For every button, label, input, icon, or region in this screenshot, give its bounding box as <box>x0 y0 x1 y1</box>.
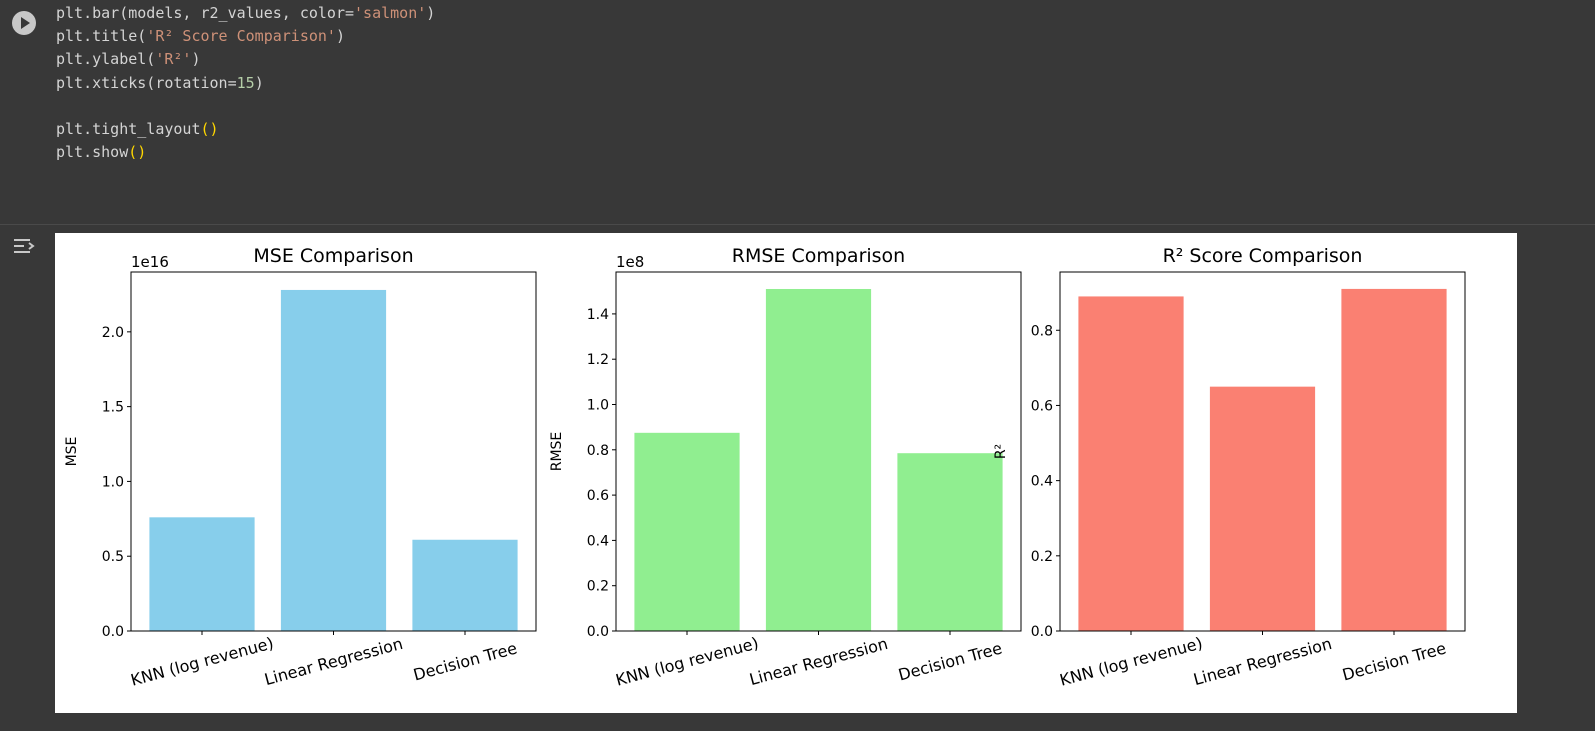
y-tick-label: 0.2 <box>587 579 609 595</box>
y-offset-text: 1e16 <box>131 253 169 271</box>
chart-2: 0.0 0.2 0.4 0.6 0.8 KNN (log revenue)Linear R… <box>993 245 1466 690</box>
y-axis-label: MSE <box>64 437 80 467</box>
code-token: ) <box>191 50 201 69</box>
x-tick-label: Decision Tree <box>1340 639 1448 685</box>
y-tick-label: 1.0 <box>587 398 609 414</box>
chart-title: MSE Comparison <box>253 245 413 267</box>
y-tick-label: 0.5 <box>102 549 124 565</box>
code-line: plt.xticks(rotation=15) <box>56 72 435 95</box>
bar <box>1209 386 1316 631</box>
code-line <box>56 95 435 118</box>
y-tick-label: 1.4 <box>587 307 609 323</box>
code-token: plt.title( <box>56 27 147 46</box>
x-tick-label: KNN (log revenue) <box>129 633 276 689</box>
bar <box>634 432 740 631</box>
x-tick-label: Decision Tree <box>896 639 1004 685</box>
code-token: plt.show <box>56 143 129 162</box>
y-tick-label: 0.6 <box>587 488 609 504</box>
y-tick-label: 0.8 <box>587 443 609 459</box>
x-tick-label: Linear Regression <box>747 634 889 689</box>
code-token: 'salmon' <box>354 4 427 22</box>
y-axis-label: R² <box>993 444 1009 459</box>
x-tick-label: Decision Tree <box>411 639 519 685</box>
bar <box>412 539 518 631</box>
code-token: 'R²' <box>155 50 192 69</box>
y-tick-label: 0.0 <box>1031 624 1053 640</box>
y-tick-label: 2.0 <box>102 325 124 341</box>
code-token: ) <box>426 4 436 22</box>
code-line: plt.show() <box>56 141 435 164</box>
y-tick-label: 1.2 <box>587 352 609 368</box>
code-token: plt.bar(models, r2_values, color= <box>56 4 355 22</box>
x-tick-label: KNN (log revenue) <box>1058 633 1205 689</box>
y-tick-label: 0.4 <box>1031 474 1053 490</box>
code-line: plt.bar(models, r2_values, color='salmon… <box>56 2 435 25</box>
bar <box>1341 288 1447 631</box>
code-token: () <box>128 143 147 162</box>
bar <box>765 288 872 631</box>
bar <box>149 517 255 631</box>
y-offset-text: 1e8 <box>616 253 644 271</box>
code-token: plt.ylabel( <box>56 50 156 69</box>
y-tick-label: 0.4 <box>587 533 609 549</box>
chart-figure: 0.0 0.5 1.0 1.5 2.0 KNN (log revenue) Linear R… <box>55 233 1517 713</box>
y-tick-label: 0.2 <box>1031 549 1053 565</box>
bar <box>280 289 387 631</box>
cell-divider <box>0 224 1595 225</box>
code-line: plt.tight_layout() <box>56 118 435 141</box>
code-cell[interactable]: plt.bar(models, r2_values, color='salmon… <box>0 0 1595 224</box>
output-toggle-icon[interactable] <box>12 236 36 256</box>
bar <box>1078 296 1184 631</box>
code-token: ) <box>335 27 345 46</box>
x-tick-label: Linear Regression <box>262 634 404 689</box>
chart-0: 0.0 0.5 1.0 1.5 2.0 KNN (log revenue)Linear R… <box>64 245 537 690</box>
y-tick-label: 0.8 <box>1031 323 1053 339</box>
y-tick-label: 1.5 <box>102 400 124 416</box>
run-cell-button[interactable] <box>12 11 36 35</box>
y-tick-label: 1.0 <box>102 474 124 490</box>
x-tick-label: KNN (log revenue) <box>614 633 761 689</box>
code-editor[interactable]: plt.bar(models, r2_values, color='salmon… <box>56 2 435 164</box>
chart-1: 0.0 0.2 0.4 0.6 0.8 1.0 1.2 1.4 KNN (log revenue… <box>549 245 1022 690</box>
chart-title: R² Score Comparison <box>1163 245 1363 267</box>
code-token: 15 <box>236 73 255 92</box>
code-token: plt.tight_layout <box>56 119 201 138</box>
y-tick-label: 0.0 <box>102 624 124 640</box>
y-tick-label: 0.6 <box>1031 398 1053 414</box>
code-token: plt.xticks(rotation= <box>56 73 237 92</box>
y-axis-label: RMSE <box>549 432 565 472</box>
code-token: 'R² Score Comparison' <box>146 27 336 46</box>
code-line: plt.ylabel('R²') <box>56 48 435 71</box>
code-token: () <box>200 119 219 138</box>
bar <box>897 453 1003 631</box>
code-line: plt.title('R² Score Comparison') <box>56 25 435 48</box>
chart-title: RMSE Comparison <box>732 245 905 267</box>
x-tick-label: Linear Regression <box>1191 634 1333 689</box>
y-tick-label: 0.0 <box>587 624 609 640</box>
code-token: ) <box>254 73 264 92</box>
